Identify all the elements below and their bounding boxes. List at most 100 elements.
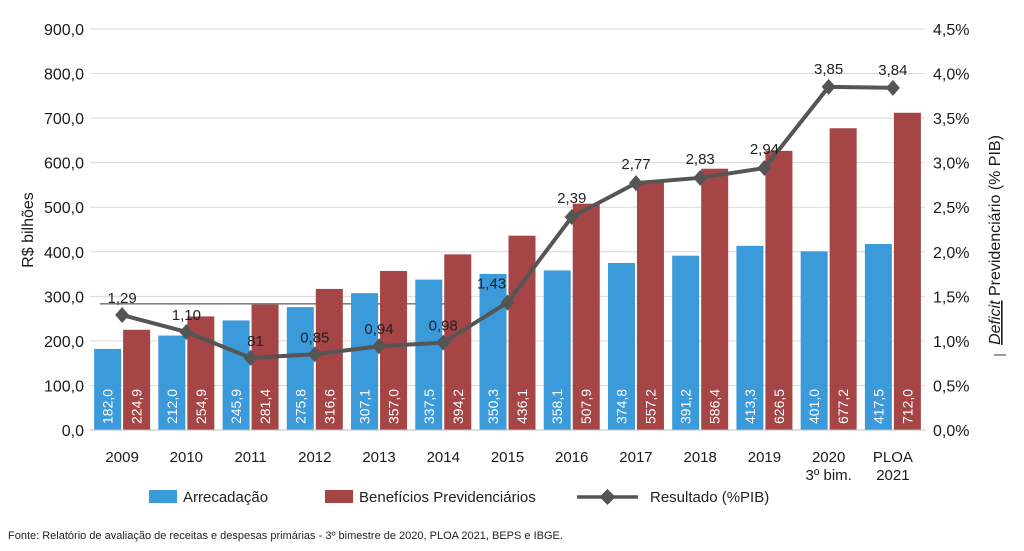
y-tick-label: 0,0 [62, 423, 84, 440]
result-label: 1,29 [108, 290, 137, 307]
result-marker [885, 79, 900, 96]
bar-label-arrecadacao: 307,1 [357, 389, 373, 424]
result-label: 3,84 [878, 62, 907, 79]
result-label: 81 [247, 333, 264, 350]
y2-axis-title: Deficit Previdenciário (% PIB) [987, 135, 1006, 356]
bar-label-beneficios: 507,9 [578, 389, 594, 424]
bar-label-arrecadacao: 212,0 [164, 389, 180, 424]
bar-beneficios [893, 112, 921, 431]
result-marker [821, 78, 836, 95]
x-tick-label: 2013 [362, 449, 395, 466]
y2-axis-title-italic: Deficit [987, 300, 1004, 345]
x-tick-label: 3º bim. [805, 467, 851, 484]
result-marker [436, 334, 451, 351]
bar-label-beneficios: 677,2 [835, 389, 851, 424]
legend-swatch-arrecadacao [149, 490, 177, 503]
bar-arrecadacao [94, 348, 122, 430]
result-label: 0,94 [364, 321, 393, 338]
result-label: 0,98 [429, 318, 458, 335]
bar-arrecadacao [222, 320, 250, 430]
bar-beneficios [123, 329, 151, 430]
legend-label-arrecadacao: Arrecadação [183, 489, 268, 506]
result-marker [564, 209, 579, 226]
bar-arrecadacao [286, 307, 314, 430]
bar-label-beneficios: 436,1 [514, 389, 530, 424]
result-marker [372, 338, 387, 355]
x-tick-label: 2016 [555, 449, 588, 466]
result-marker [500, 294, 515, 311]
y2-tick-label: 2,0% [933, 245, 969, 262]
x-tick-label: 2021 [876, 467, 909, 484]
result-marker [243, 349, 258, 366]
result-marker [179, 323, 194, 340]
bar-label-beneficios: 316,6 [321, 389, 337, 424]
result-label: 3,85 [814, 61, 843, 78]
y2-tick-label: 1,5% [933, 289, 969, 306]
y-tick-label: 800,0 [44, 67, 84, 84]
bar-label-arrecadacao: 275,8 [292, 389, 308, 424]
x-tick-label: 2018 [684, 449, 717, 466]
bar-arrecadacao [864, 243, 892, 430]
bar-arrecadacao [800, 251, 828, 430]
x-tick-label: PLOA [873, 449, 913, 466]
y-tick-label: 300,0 [44, 289, 84, 306]
bar-beneficios [572, 203, 600, 430]
bar-arrecadacao [158, 335, 186, 430]
result-label: 1,10 [172, 307, 201, 324]
x-tick-label: 2015 [491, 449, 524, 466]
result-label: 2,39 [557, 190, 586, 207]
result-marker [307, 346, 322, 363]
y-tick-label: 500,0 [44, 200, 84, 217]
y2-tick-label: 2,5% [933, 200, 969, 217]
axes: 0,0 100,0 200,0 300,0 400,0 500,0 600,0 700,0 80… [44, 22, 970, 484]
x-tick-label: 2012 [298, 449, 331, 466]
x-tick-label: 2020 [812, 449, 845, 466]
bar-beneficios [829, 128, 857, 430]
x-tick-label: 2014 [427, 449, 460, 466]
bar-label-arrecadacao: 358,1 [549, 389, 565, 424]
bar-label-beneficios: 626,5 [771, 389, 787, 424]
bar-beneficios [315, 288, 343, 430]
bar-label-arrecadacao: 417,5 [870, 389, 886, 424]
bar-arrecadacao [415, 279, 443, 430]
x-tick-label: 2011 [234, 449, 266, 466]
bar-label-beneficios: 586,4 [707, 389, 723, 424]
bar-label-arrecadacao: 337,5 [421, 389, 437, 424]
result-marker [115, 307, 130, 324]
y-tick-label: 400,0 [44, 245, 84, 262]
bar-label-beneficios: 224,9 [129, 389, 145, 424]
y-tick-label: 100,0 [44, 378, 84, 395]
bar-arrecadacao [479, 273, 507, 430]
bars: 182,0 212,0 245,9 275,8 307,1 337,5 350,3 358,1… [94, 112, 921, 431]
bar-label-arrecadacao: 413,3 [742, 389, 758, 424]
x-tick-label: 2019 [748, 449, 781, 466]
y-tick-label: 900,0 [44, 22, 84, 39]
y2-axis-title-rest: Previdenciário (% PIB) [987, 135, 1004, 300]
bar-beneficios [636, 181, 664, 430]
bar-beneficios [251, 304, 279, 430]
bar-beneficios [701, 168, 729, 430]
legend-swatch-resultado-marker [599, 489, 616, 505]
bar-arrecadacao [736, 245, 764, 430]
y-axis-title: R$ bilhões [20, 192, 37, 268]
result-label: 0,85 [300, 329, 329, 346]
result-label: 2,94 [750, 141, 779, 158]
bar-label-beneficios: 357,0 [386, 389, 402, 424]
bar-label-arrecadacao: 245,9 [228, 389, 244, 424]
legend-label-beneficios: Benefícios Previdenciários [359, 489, 536, 506]
y2-tick-label: 0,0% [933, 423, 969, 440]
svg-text:Deficit Previdenciário (% PIB): Deficit Previdenciário (% PIB) [987, 135, 1004, 345]
bar-label-arrecadacao: 391,2 [678, 389, 694, 424]
x-tick-label: 2010 [170, 449, 203, 466]
result-label: 2,83 [686, 151, 715, 168]
y2-tick-label: 1,0% [933, 334, 969, 351]
footnote: Fonte: Relatório de avaliação de receita… [8, 530, 563, 542]
bar-arrecadacao [672, 255, 700, 430]
bar-label-beneficios: 394,2 [450, 389, 466, 424]
bar-label-arrecadacao: 350,3 [485, 389, 501, 424]
y2-tick-label: 4,0% [933, 67, 969, 84]
bar-label-beneficios: 281,4 [257, 389, 273, 424]
result-marker [757, 160, 772, 177]
result-label: 2,77 [621, 156, 650, 173]
legend-label-resultado: Resultado (%PIB) [650, 489, 769, 506]
